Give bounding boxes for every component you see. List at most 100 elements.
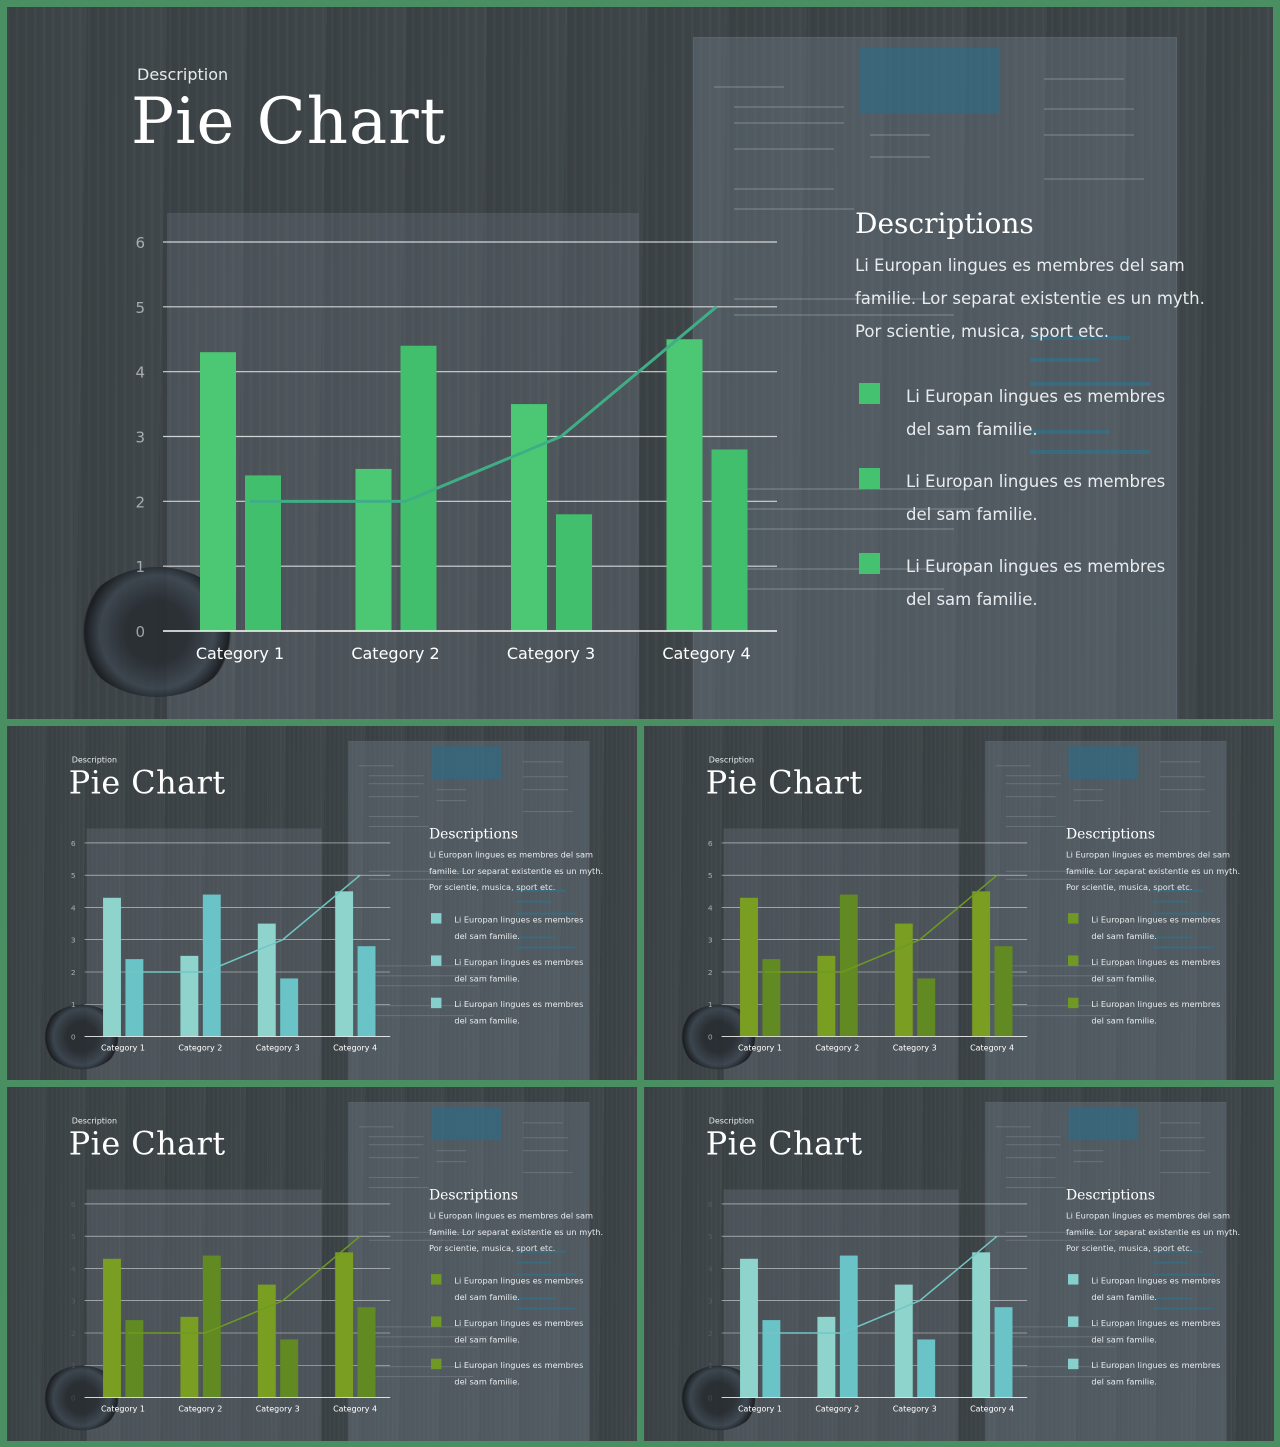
- background-resume-line: [734, 314, 954, 316]
- background-resume-line: [368, 796, 419, 798]
- legend-square-icon: [1067, 997, 1079, 1009]
- slide-kicker: Description: [708, 1115, 755, 1126]
- bar-1: [817, 1316, 836, 1398]
- y-tick-label: 3: [708, 1297, 713, 1306]
- y-tick-label: 1: [708, 1361, 713, 1370]
- bar-1: [740, 897, 758, 1037]
- background-resume-line: [523, 1122, 563, 1124]
- background-resume-line: [523, 1172, 573, 1174]
- background-resume-line: [368, 965, 489, 967]
- bar-line-chart: 0 1 2 3 4 5 6 Category 1 Category 2 Category 3 Cat…: [708, 1200, 1028, 1413]
- background-skill-bar: [1153, 1250, 1203, 1253]
- slide-kicker: Description: [71, 754, 118, 765]
- bar-2: [556, 514, 592, 631]
- y-tick-label: 6: [135, 234, 145, 252]
- background-resume-line: [523, 1150, 568, 1152]
- background-resume-header: [860, 48, 1000, 114]
- slide-thumbnail[interactable]: Description Pie Chart 0 1 2 3 4 5 6 Category 1 C…: [644, 1087, 1274, 1441]
- x-category-label: Category 1: [196, 644, 284, 663]
- bar-1: [180, 955, 199, 1037]
- y-tick-label: 2: [708, 1329, 713, 1338]
- background-resume-line: [1160, 1137, 1205, 1139]
- x-category-label: Category 3: [256, 1043, 300, 1052]
- y-tick-label: 0: [71, 1033, 76, 1042]
- bar-line-chart: 0 1 2 3 4 5 6 Category 1 Category 2 Category 3 Cat…: [135, 234, 777, 663]
- background-resume-line: [368, 1376, 474, 1378]
- background-resume-line: [1005, 826, 1066, 828]
- background-skill-bar: [516, 912, 576, 915]
- background-resume-line: [734, 568, 974, 570]
- x-category-label: Category 3: [256, 1404, 300, 1413]
- legend-square-icon: [430, 997, 442, 1009]
- background-resume-line: [995, 765, 1031, 767]
- y-tick-label: 3: [71, 936, 76, 945]
- legend-item-text: Li Europan lingues es membres del sam fa…: [1091, 999, 1221, 1026]
- y-tick-label: 1: [71, 1361, 76, 1370]
- background-resume-line: [1160, 1172, 1210, 1174]
- legend-square-icon: [430, 1358, 442, 1370]
- bar-2: [202, 894, 221, 1037]
- background-skill-bar: [516, 889, 566, 892]
- legend-item-text: Li Europan lingues es membres del sam fa…: [1091, 957, 1221, 984]
- background-resume-sheet: [348, 1101, 590, 1441]
- x-category-label: Category 4: [970, 1043, 1014, 1052]
- background-resume-line: [1005, 1136, 1061, 1138]
- bar-line-chart: 0 1 2 3 4 5 6 Category 1 Category 2 Category 3 Cat…: [708, 839, 1028, 1052]
- background-resume-line: [1005, 1336, 1126, 1338]
- y-tick-label: 1: [71, 1000, 76, 1009]
- background-resume-line: [1005, 816, 1056, 818]
- slide-thumbnail[interactable]: Description Pie Chart 0 1 2 3 4 5 6 Category 1 C…: [644, 726, 1274, 1080]
- background-resume-line: [523, 776, 568, 778]
- background-resume-line: [368, 1366, 489, 1368]
- x-category-label: Category 1: [738, 1043, 782, 1052]
- legend-square-icon: [859, 468, 880, 489]
- x-category-label: Category 1: [101, 1404, 145, 1413]
- y-tick-label: 3: [708, 936, 713, 945]
- background-resume-line: [1073, 789, 1104, 791]
- slide-main[interactable]: Description Pie Chart 0 1 2 3 4 5 6 Category 1 C…: [7, 7, 1273, 719]
- bar-1: [894, 923, 913, 1037]
- x-category-label: Category 2: [178, 1043, 222, 1052]
- bar-1: [103, 897, 121, 1037]
- line-series: [764, 874, 998, 973]
- background-skill-bar: [1153, 946, 1213, 949]
- slide-title: Pie Chart: [68, 764, 226, 802]
- background-resume-line: [368, 1015, 474, 1017]
- bar-1: [335, 891, 354, 1037]
- y-tick-label: 1: [135, 558, 145, 576]
- legend-item-text: Li Europan lingues es membres del sam fa…: [1091, 915, 1221, 941]
- legend-square-icon: [430, 1274, 442, 1285]
- background-resume-line: [1073, 800, 1104, 802]
- legend-item-text: Li Europan lingues es membres del sam fa…: [906, 557, 1166, 609]
- background-resume-line: [523, 761, 563, 763]
- bar-2: [994, 946, 1013, 1037]
- bar-1: [335, 1252, 354, 1398]
- background-resume-line: [368, 1239, 479, 1241]
- background-skill-bar: [516, 1273, 576, 1276]
- slide-thumbnail[interactable]: Description Pie Chart 0 1 2 3 4 5 6 Category 1 C…: [7, 1087, 637, 1441]
- background-skill-bar: [1153, 900, 1188, 903]
- background-skill-bar: [1153, 1307, 1213, 1310]
- slide-kicker: Description: [708, 754, 755, 765]
- x-category-label: Category 1: [738, 1404, 782, 1413]
- y-tick-label: 1: [708, 1000, 713, 1009]
- slide-content: Description Pie Chart 0 1 2 3 4 5 6 Category 1 C…: [7, 7, 1273, 719]
- x-category-label: Category 4: [970, 1404, 1014, 1413]
- background-resume-sheet: [985, 740, 1227, 1080]
- descriptions-paragraph: Li Europan lingues es membres del sam fa…: [428, 849, 604, 893]
- background-resume-line: [734, 298, 934, 300]
- slide-thumbnail[interactable]: Description Pie Chart 0 1 2 3 4 5 6 Category 1 C…: [7, 726, 637, 1080]
- background-resume-line: [1005, 1144, 1061, 1146]
- bar-2: [280, 978, 299, 1037]
- background-resume-line: [368, 1177, 419, 1179]
- legend-item-text: Li Europan lingues es membres del sam fa…: [454, 1276, 584, 1302]
- bar-1: [511, 404, 547, 631]
- background-resume-line: [1073, 1150, 1104, 1152]
- background-resume-sheet: [985, 1101, 1227, 1441]
- legend-square-icon: [1067, 913, 1079, 924]
- background-resume-line: [1005, 775, 1061, 777]
- bar-1: [894, 1284, 913, 1398]
- background-resume-header: [431, 746, 502, 780]
- legend-square-icon: [1067, 1316, 1079, 1327]
- legend-item-text: Li Europan lingues es membres del sam fa…: [1091, 1276, 1221, 1302]
